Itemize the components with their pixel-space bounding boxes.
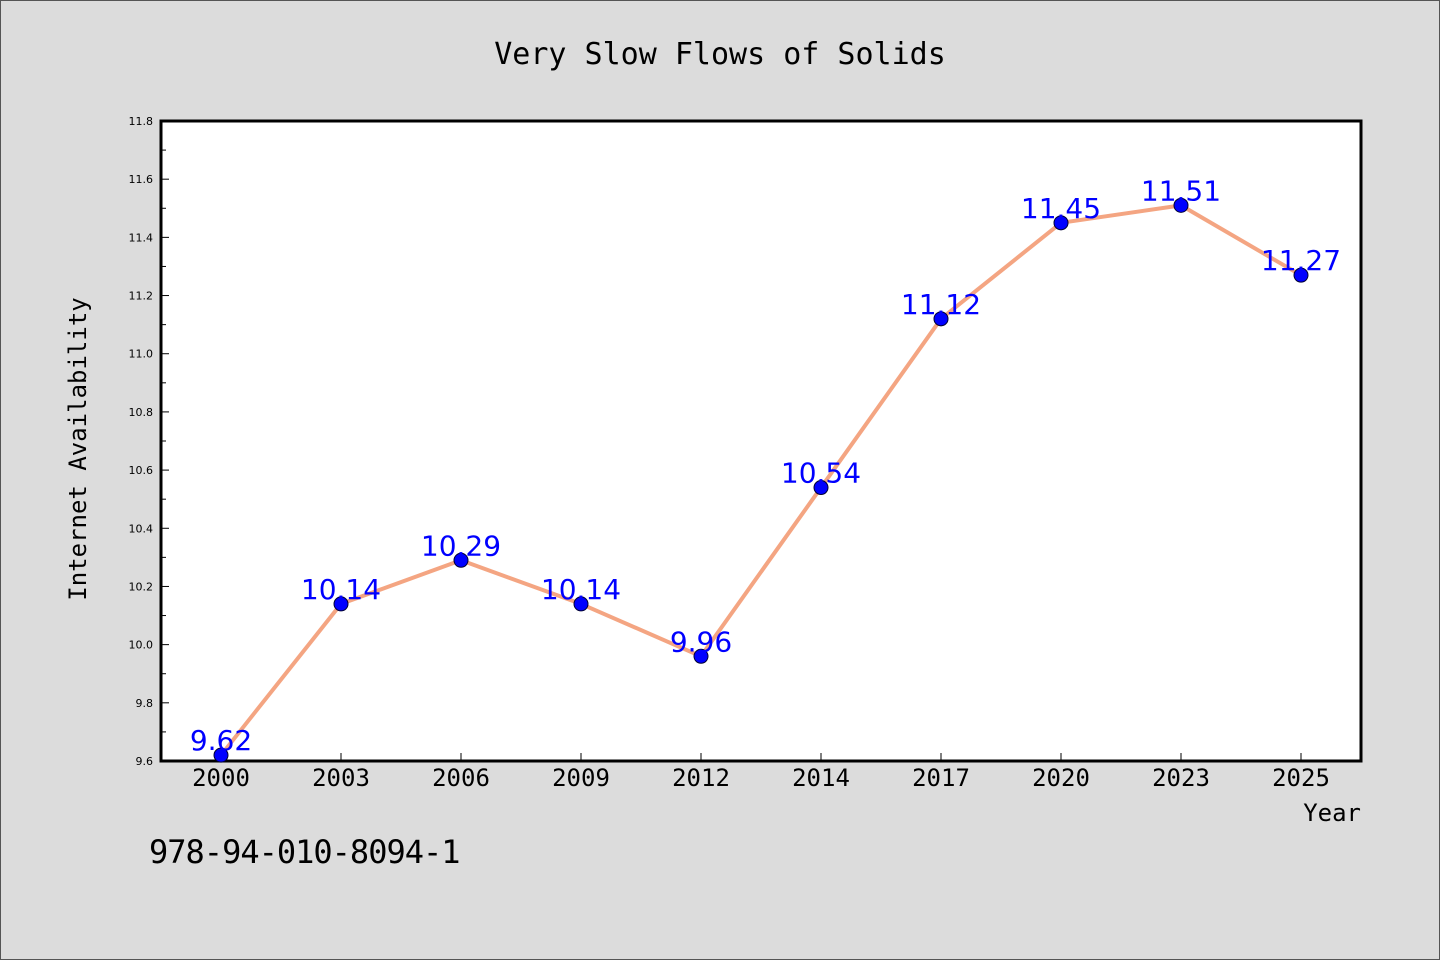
data-label: 9.96 bbox=[670, 625, 732, 658]
y-tick-label: 11.4 bbox=[129, 231, 154, 244]
data-label: 11.45 bbox=[1021, 192, 1101, 225]
data-point bbox=[1053, 215, 1069, 231]
x-tick-label: 2003 bbox=[312, 764, 370, 792]
y-tick-label: 10.6 bbox=[129, 464, 154, 477]
y-tick-label: 10.4 bbox=[129, 522, 154, 535]
data-point bbox=[813, 480, 829, 496]
x-tick-label: 2000 bbox=[192, 764, 250, 792]
x-tick-label: 2017 bbox=[912, 764, 970, 792]
data-point bbox=[573, 596, 589, 612]
x-tick-label: 2006 bbox=[432, 764, 490, 792]
isbn-text: 978-94-010-8094-1 bbox=[149, 833, 461, 871]
x-axis-label: Year bbox=[1303, 799, 1361, 827]
y-tick-label: 10.0 bbox=[129, 639, 154, 652]
data-label: 10.14 bbox=[541, 573, 621, 606]
data-label: 9.62 bbox=[190, 724, 252, 757]
data-label: 10.14 bbox=[301, 573, 381, 606]
x-tick-label: 2012 bbox=[672, 764, 730, 792]
data-label: 11.27 bbox=[1261, 244, 1341, 277]
data-point bbox=[693, 648, 709, 664]
data-point bbox=[933, 311, 949, 327]
x-tick-label: 2020 bbox=[1032, 764, 1090, 792]
x-tick-label: 2009 bbox=[552, 764, 610, 792]
x-tick-label: 2025 bbox=[1272, 764, 1330, 792]
y-tick-label: 11.8 bbox=[129, 115, 154, 128]
y-tick-label: 9.6 bbox=[136, 755, 154, 768]
data-point bbox=[1293, 267, 1309, 283]
data-label: 10.54 bbox=[781, 457, 861, 490]
series-line bbox=[219, 203, 1303, 758]
plot-area bbox=[159, 119, 1363, 763]
data-point bbox=[213, 747, 229, 763]
y-tick-label: 11.2 bbox=[129, 290, 154, 303]
y-tick-label: 11.6 bbox=[129, 173, 154, 186]
y-tick-label: 11.0 bbox=[129, 348, 154, 361]
data-label: 11.51 bbox=[1141, 174, 1221, 207]
chart-title: Very Slow Flows of Solids bbox=[494, 37, 946, 72]
data-point bbox=[1173, 197, 1189, 213]
y-tick-label: 9.8 bbox=[136, 697, 154, 710]
y-tick-label: 10.8 bbox=[129, 406, 154, 419]
data-point bbox=[333, 596, 349, 612]
data-point bbox=[453, 552, 469, 568]
y-axis-label: Internet Availability bbox=[64, 297, 92, 600]
data-label: 10.29 bbox=[421, 529, 501, 562]
x-tick-label: 2014 bbox=[792, 764, 850, 792]
data-label: 11.12 bbox=[901, 288, 981, 321]
x-tick-label: 2023 bbox=[1152, 764, 1210, 792]
y-tick-label: 10.2 bbox=[129, 580, 154, 593]
